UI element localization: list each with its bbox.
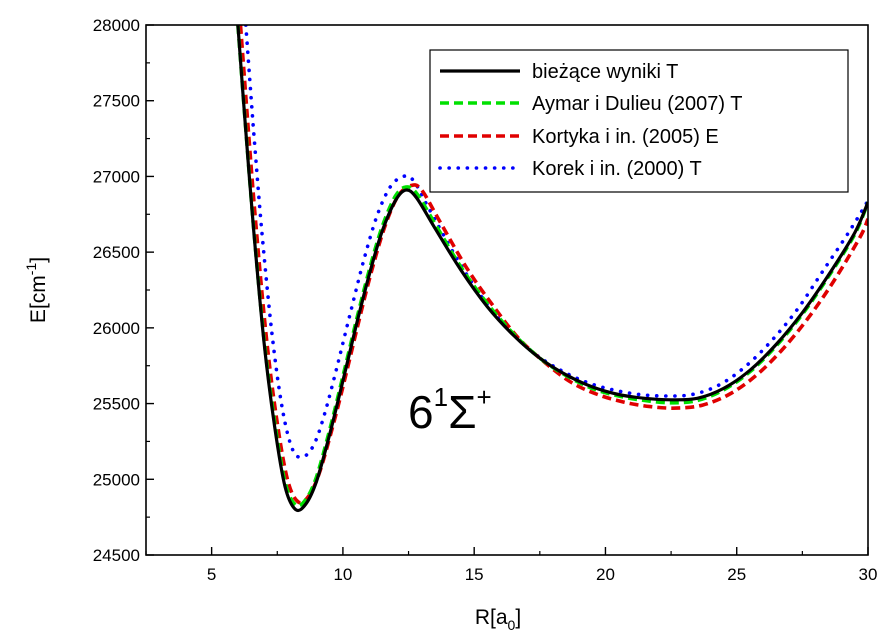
x-tick-label-2: 15 (465, 565, 484, 584)
series-line-0 (236, 25, 868, 513)
y-tick-label-0: 24500 (93, 546, 140, 565)
y-axis-title-main: E[cm (27, 275, 50, 323)
y-tick-label-3: 26000 (93, 319, 140, 338)
series-line-3 (244, 25, 868, 459)
x-tick-label-1: 10 (333, 565, 352, 584)
state-annotation-sup2: + (477, 382, 492, 412)
series-layer (236, 25, 868, 513)
y-tick-label-2: 25500 (93, 395, 140, 414)
x-axis-title-close: ] (515, 606, 521, 629)
y-axis-title-close: ] (27, 257, 50, 263)
y-tick-label-6: 27500 (93, 92, 140, 111)
legend-label-1: Aymar i Dulieu (2007) T (532, 93, 742, 115)
ticks-layer: 5 10 15 20 25 30 24500 25000 25500 26000 26500 2700… (93, 16, 878, 584)
y-axis-title: E[cm-1] (23, 257, 50, 323)
series-line-2 (238, 25, 868, 505)
x-axis-title-main: R[a (475, 606, 508, 629)
y-axis-title-sup: -1 (23, 263, 39, 276)
x-axis-title-sub: 0 (508, 617, 516, 633)
x-tick-label-5: 30 (859, 565, 878, 584)
legend-label-2: Kortyka i in. (2005) E (532, 126, 719, 148)
x-tick-label-0: 5 (207, 565, 216, 584)
y-tick-label-7: 28000 (93, 16, 140, 35)
legend-box (429, 49, 849, 193)
state-annotation-main: 6 (408, 386, 434, 438)
state-annotation: 61Σ+ (408, 382, 492, 438)
y-tick-label-1: 25000 (93, 470, 140, 489)
y-tick-label-4: 26500 (93, 243, 140, 262)
x-tick-label-4: 25 (727, 565, 746, 584)
x-axis-title: R[a0] (475, 606, 521, 633)
legend-label-0: bieżące wyniki T (532, 61, 678, 83)
x-tick-label-3: 20 (596, 565, 615, 584)
y-tick-label-5: 27000 (93, 167, 140, 186)
state-annotation-sigma: Σ (448, 386, 476, 438)
state-annotation-sup1: 1 (434, 382, 448, 412)
legend: bieżące wyniki T Aymar i Dulieu (2007) T K… (429, 49, 849, 193)
legend-label-3: Korek i in. (2000) T (532, 158, 702, 180)
